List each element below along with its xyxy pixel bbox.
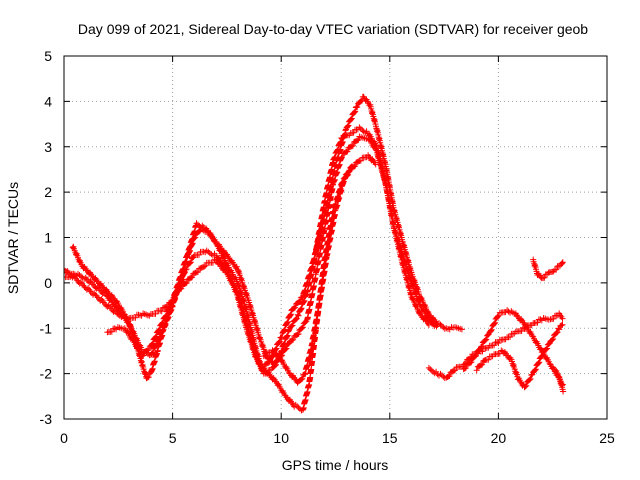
series-track-i: [530, 256, 566, 282]
data-point-markers: [260, 163, 355, 386]
y-tick-label: -1: [40, 320, 53, 336]
x-tick-label: 0: [60, 430, 68, 446]
y-axis-title: SDTVAR / TECUs: [5, 182, 21, 294]
axes: 0 5 10 15 20 25 -3 -2 -1 0 1 2 3 4 5: [40, 48, 615, 446]
data-point-markers: [551, 366, 567, 395]
y-tick-label: 3: [44, 139, 52, 155]
y-tick-label: -2: [40, 366, 53, 382]
data-point-markers: [473, 321, 566, 391]
series-track-e: [260, 163, 355, 386]
y-tick-label: 1: [44, 230, 52, 246]
x-axis-title: GPS time / hours: [282, 457, 389, 473]
data-point-markers: [530, 256, 566, 282]
x-tick-label: 5: [169, 430, 177, 446]
x-tick-label: 25: [599, 430, 615, 446]
y-tick-label: 5: [44, 48, 52, 64]
y-tick-label: 2: [44, 184, 52, 200]
chart-title: Day 099 of 2021, Sidereal Day-to-day VTE…: [78, 21, 588, 37]
series-track-h: [473, 321, 566, 391]
y-tick-label: 4: [44, 93, 52, 109]
y-tick-label: 0: [44, 275, 52, 291]
series-track-j: [551, 366, 567, 395]
y-tick-label: -3: [40, 411, 53, 427]
x-tick-label: 20: [491, 430, 507, 446]
data-points: [64, 93, 567, 414]
x-tick-label: 15: [382, 430, 398, 446]
x-tick-label: 10: [273, 430, 289, 446]
